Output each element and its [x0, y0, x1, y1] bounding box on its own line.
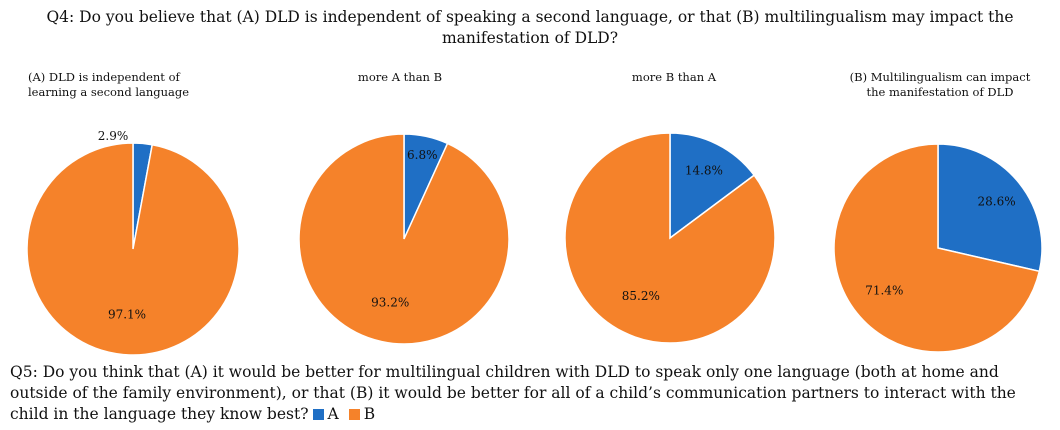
pie-1-label-a: 2.9% [98, 129, 129, 143]
pie-2-label-a: 6.8% [407, 148, 438, 162]
pie-3-label-a: 14.8% [685, 163, 723, 177]
legend-label-b: B [363, 405, 376, 423]
pie-2-slice-b [298, 133, 510, 345]
pie-1-slice-b [26, 142, 240, 356]
q4-title: Q4: Do you believe that (A) DLD is indep… [46, 8, 1014, 47]
pie-3-slice-a [669, 132, 756, 240]
pie-3-label-b: 85.2% [622, 289, 660, 303]
pie-2-label-b: 93.2% [371, 296, 409, 310]
legend-swatch-a [312, 409, 324, 420]
legend-label-a: A [327, 405, 339, 423]
pie-title-1: (A) DLD is independent of learning a sec… [28, 70, 190, 99]
legend-swatch-b [348, 409, 360, 420]
q5-text: Q5: Do you think that (A) it would be be… [10, 362, 1050, 425]
pie-title-4: (B) Multilingualism can impact the manif… [849, 70, 1031, 99]
pie-title-3: more B than A [631, 70, 717, 84]
pie-4-label-a: 28.6% [978, 194, 1016, 208]
pie-title-2: more A than B [357, 70, 443, 84]
pie-4-slice-b [833, 143, 1041, 353]
q5-question: Q5: Do you think that (A) it would be be… [10, 363, 1016, 423]
pie-4-slice-a [937, 143, 1043, 273]
pie-1-label-b: 97.1% [108, 307, 146, 321]
pie-4-label-b: 71.4% [865, 284, 903, 298]
pie-3-slice-b [564, 132, 776, 344]
